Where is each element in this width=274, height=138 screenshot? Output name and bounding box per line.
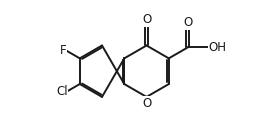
Text: O: O: [142, 13, 151, 26]
Text: Cl: Cl: [56, 85, 67, 98]
Text: O: O: [142, 97, 151, 110]
Text: F: F: [60, 44, 66, 57]
Text: O: O: [183, 16, 192, 29]
Text: OH: OH: [209, 41, 227, 54]
